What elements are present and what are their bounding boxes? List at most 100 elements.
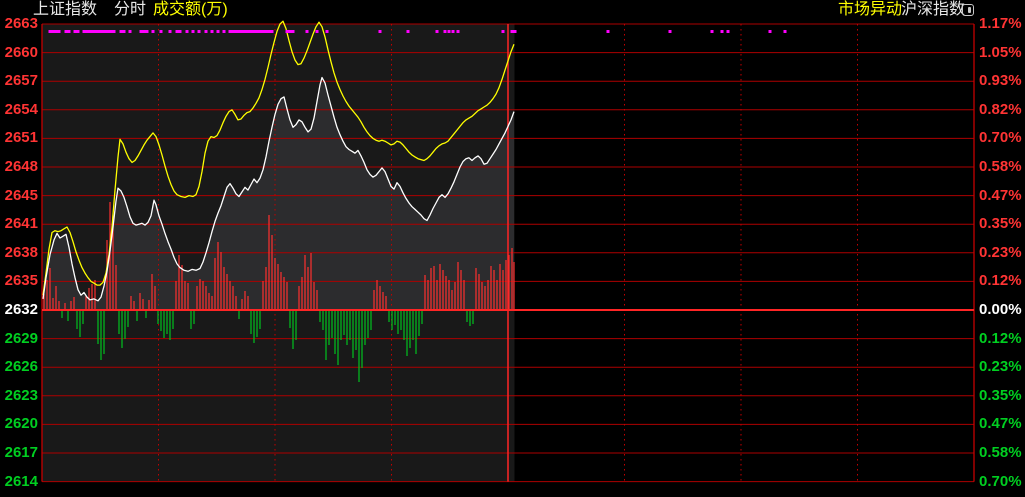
alert-dot bbox=[435, 30, 439, 33]
alert-dot bbox=[142, 30, 146, 33]
volume-unit-label: 成交额(万) bbox=[153, 1, 228, 18]
alert-dot bbox=[109, 30, 113, 33]
alert-dot bbox=[325, 30, 329, 33]
alert-dot bbox=[76, 30, 80, 33]
alert-dot bbox=[145, 30, 149, 33]
alert-dot bbox=[264, 30, 268, 33]
alert-dot bbox=[128, 30, 132, 33]
price-axis-label: 2660 bbox=[4, 43, 38, 61]
alert-dot bbox=[261, 30, 265, 33]
alert-dot bbox=[501, 30, 505, 33]
alert-dot bbox=[48, 30, 52, 33]
hs-index-tab[interactable]: 沪深指数 bbox=[901, 1, 966, 18]
percent-axis-label: 0.12% bbox=[979, 272, 1022, 290]
alert-dot bbox=[119, 30, 123, 33]
alert-dot bbox=[67, 30, 71, 33]
alert-dot bbox=[267, 30, 271, 33]
alert-dot bbox=[255, 30, 259, 33]
chart-mode-label: 分时 bbox=[114, 1, 147, 18]
price-axis-label: 2629 bbox=[4, 329, 38, 347]
price-axis-label: 2632 bbox=[4, 301, 38, 318]
price-axis-label: 2638 bbox=[4, 243, 38, 261]
average-price-line bbox=[42, 20, 515, 296]
alert-dot bbox=[246, 30, 250, 33]
alert-dot bbox=[191, 30, 195, 33]
percent-axis-label: 0.93% bbox=[979, 72, 1022, 90]
percent-axis-label: 0.00% bbox=[979, 301, 1022, 318]
alert-dot bbox=[451, 30, 455, 33]
alert-dot bbox=[443, 30, 447, 33]
percent-axis-label: 1.05% bbox=[979, 43, 1022, 61]
percent-axis-label: 0.70% bbox=[979, 129, 1022, 147]
percent-axis-label: 0.35% bbox=[979, 386, 1022, 404]
index-name-label: 上证指数 bbox=[33, 1, 98, 18]
alert-dot bbox=[51, 30, 55, 33]
alert-dot bbox=[100, 30, 104, 33]
alert-dot bbox=[139, 30, 143, 33]
alert-dot bbox=[103, 30, 107, 33]
percent-axis-label: 0.47% bbox=[979, 415, 1022, 433]
percent-axis-label: 0.12% bbox=[979, 329, 1022, 347]
price-axis-label: 2620 bbox=[4, 415, 38, 433]
alert-dot bbox=[726, 30, 730, 33]
alert-dot bbox=[168, 30, 172, 33]
alert-dot bbox=[112, 30, 116, 33]
percent-axis-label: 0.58% bbox=[979, 444, 1022, 461]
alert-dot bbox=[234, 30, 238, 33]
percent-axis-label: 0.58% bbox=[979, 158, 1022, 175]
alert-dot bbox=[406, 30, 410, 33]
alert-dot bbox=[197, 30, 201, 33]
market-alert-dots bbox=[48, 30, 787, 33]
alert-dot bbox=[178, 30, 182, 33]
price-axis-label: 2635 bbox=[4, 272, 38, 290]
alert-dot bbox=[258, 30, 262, 33]
alert-dot bbox=[159, 30, 163, 33]
alert-dot bbox=[252, 30, 256, 33]
alert-dot bbox=[710, 30, 714, 33]
alert-dot bbox=[88, 30, 92, 33]
collapse-panel-icon[interactable] bbox=[962, 4, 974, 16]
alert-dot bbox=[285, 30, 289, 33]
alert-dot bbox=[243, 30, 247, 33]
alert-dot bbox=[91, 30, 95, 33]
volume-bars bbox=[43, 202, 515, 382]
alert-dot bbox=[510, 30, 514, 33]
alert-dot bbox=[291, 30, 295, 33]
alert-dot bbox=[216, 30, 220, 33]
alert-dot bbox=[151, 30, 155, 33]
alert-dot bbox=[175, 30, 179, 33]
alert-dot bbox=[97, 30, 101, 33]
price-axis-label: 2641 bbox=[4, 215, 38, 233]
percent-axis-label: 0.82% bbox=[979, 100, 1022, 118]
alert-dot bbox=[73, 30, 77, 33]
price-axis-label: 2648 bbox=[4, 158, 38, 175]
percent-axis-label: 0.70% bbox=[979, 472, 1022, 490]
price-axis-label: 2617 bbox=[4, 444, 38, 461]
alert-dot bbox=[94, 30, 98, 33]
alert-dot bbox=[447, 30, 451, 33]
percent-axis-label: 0.35% bbox=[979, 215, 1022, 233]
alert-dot bbox=[783, 30, 787, 33]
percent-axis-label: 0.23% bbox=[979, 358, 1022, 376]
price-axis-label: 2654 bbox=[4, 100, 38, 118]
alert-dot bbox=[204, 30, 208, 33]
alert-dot bbox=[64, 30, 68, 33]
alert-dot bbox=[122, 30, 126, 33]
price-axis-label: 2657 bbox=[4, 72, 38, 90]
price-axis-label: 2623 bbox=[4, 386, 38, 404]
alert-dot bbox=[768, 30, 772, 33]
percent-axis-label: 0.23% bbox=[979, 243, 1022, 261]
alert-dot bbox=[54, 30, 58, 33]
alert-dot bbox=[106, 30, 110, 33]
alert-dot bbox=[85, 30, 89, 33]
alert-dot bbox=[240, 30, 244, 33]
alert-dot bbox=[315, 30, 319, 33]
alert-dot bbox=[456, 30, 460, 33]
market-alert-tab[interactable]: 市场异动 bbox=[838, 1, 903, 18]
alert-dot bbox=[210, 30, 214, 33]
price-axis-label: 2614 bbox=[4, 472, 38, 490]
alert-dot bbox=[378, 30, 382, 33]
alert-dot bbox=[57, 30, 61, 33]
